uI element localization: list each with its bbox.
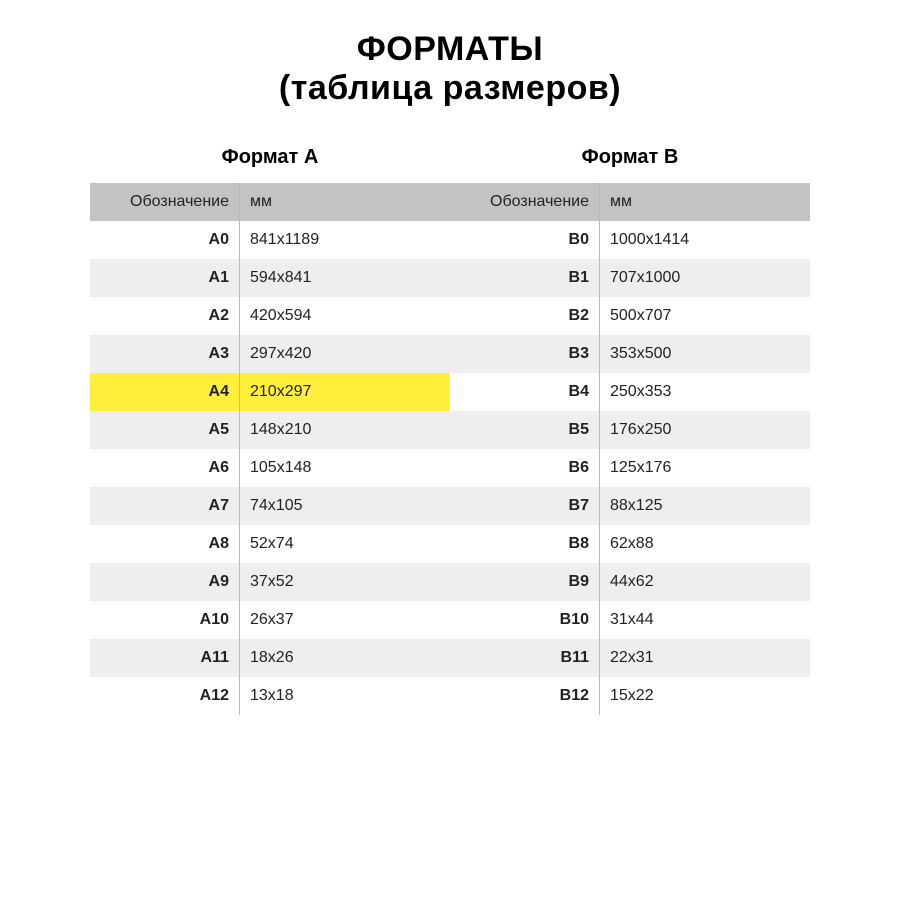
table-a-header-label: Обозначение	[90, 183, 240, 221]
row-label: B11	[450, 639, 600, 677]
table-row: A774x105	[90, 487, 450, 525]
table-a-body: A0841x1189A1594x841A2420x594A3297x420A42…	[90, 221, 450, 715]
table-row: B944x62	[450, 563, 810, 601]
row-value: 22x31	[600, 639, 810, 677]
row-value: 148x210	[240, 411, 450, 449]
table-format-b: Формат В Обозначение мм B01000x1414B1707…	[450, 136, 810, 715]
row-value: 500x707	[600, 297, 810, 335]
table-a-header: Обозначение мм	[90, 183, 450, 221]
row-value: 26x37	[240, 601, 450, 639]
row-value: 105x148	[240, 449, 450, 487]
row-label: A11	[90, 639, 240, 677]
table-row: B1122x31	[450, 639, 810, 677]
table-row: B1707x1000	[450, 259, 810, 297]
table-b-header-label: Обозначение	[450, 183, 600, 221]
row-label: A1	[90, 259, 240, 297]
table-row: B1031x44	[450, 601, 810, 639]
row-value: 88x125	[600, 487, 810, 525]
table-row: A1118x26	[90, 639, 450, 677]
row-value: 250x353	[600, 373, 810, 411]
row-label: A12	[90, 677, 240, 715]
row-label: A4	[90, 373, 240, 411]
row-label: B2	[450, 297, 600, 335]
table-row: A4210x297	[90, 373, 450, 411]
row-value: 841x1189	[240, 221, 450, 259]
table-format-a: Формат А Обозначение мм A0841x1189A1594x…	[90, 136, 450, 715]
table-row: B6125x176	[450, 449, 810, 487]
page-title-line1: ФОРМАТЫ	[357, 30, 543, 68]
table-b-header: Обозначение мм	[450, 183, 810, 221]
row-label: B10	[450, 601, 600, 639]
row-value: 52x74	[240, 525, 450, 563]
table-b-header-val: мм	[600, 183, 810, 221]
table-row: B1215x22	[450, 677, 810, 715]
row-label: A2	[90, 297, 240, 335]
row-value: 18x26	[240, 639, 450, 677]
table-row: A937x52	[90, 563, 450, 601]
row-label: A8	[90, 525, 240, 563]
table-a-header-val: мм	[240, 183, 450, 221]
row-value: 13x18	[240, 677, 450, 715]
table-row: B2500x707	[450, 297, 810, 335]
row-label: A0	[90, 221, 240, 259]
row-value: 44x62	[600, 563, 810, 601]
table-row: B3353x500	[450, 335, 810, 373]
row-label: B6	[450, 449, 600, 487]
row-label: B1	[450, 259, 600, 297]
table-row: B5176x250	[450, 411, 810, 449]
table-b-title: Формат В	[450, 136, 810, 183]
row-value: 420x594	[240, 297, 450, 335]
row-label: B4	[450, 373, 600, 411]
row-value: 37x52	[240, 563, 450, 601]
row-value: 125x176	[600, 449, 810, 487]
table-row: B788x125	[450, 487, 810, 525]
table-row: B01000x1414	[450, 221, 810, 259]
row-label: A10	[90, 601, 240, 639]
row-label: B9	[450, 563, 600, 601]
table-row: B4250x353	[450, 373, 810, 411]
row-label: B0	[450, 221, 600, 259]
row-label: A7	[90, 487, 240, 525]
table-row: A2420x594	[90, 297, 450, 335]
row-label: B12	[450, 677, 600, 715]
row-value: 210x297	[240, 373, 450, 411]
row-label: B7	[450, 487, 600, 525]
row-value: 15x22	[600, 677, 810, 715]
row-value: 707x1000	[600, 259, 810, 297]
row-value: 74x105	[240, 487, 450, 525]
table-b-body: B01000x1414B1707x1000B2500x707B3353x500B…	[450, 221, 810, 715]
table-a-title: Формат А	[90, 136, 450, 183]
row-value: 1000x1414	[600, 221, 810, 259]
table-row: A1213x18	[90, 677, 450, 715]
row-value: 297x420	[240, 335, 450, 373]
row-label: B8	[450, 525, 600, 563]
table-row: A0841x1189	[90, 221, 450, 259]
tables-container: Формат А Обозначение мм A0841x1189A1594x…	[90, 136, 810, 715]
row-label: B3	[450, 335, 600, 373]
table-row: A1026x37	[90, 601, 450, 639]
row-value: 353x500	[600, 335, 810, 373]
table-row: A6105x148	[90, 449, 450, 487]
row-value: 176x250	[600, 411, 810, 449]
table-row: A852x74	[90, 525, 450, 563]
row-label: A9	[90, 563, 240, 601]
page-title-line2: (таблица размеров)	[279, 69, 621, 107]
table-row: A5148x210	[90, 411, 450, 449]
table-row: A1594x841	[90, 259, 450, 297]
row-value: 31x44	[600, 601, 810, 639]
row-value: 594x841	[240, 259, 450, 297]
page-title-block: ФОРМАТЫ (таблица размеров)	[90, 30, 810, 108]
row-label: A3	[90, 335, 240, 373]
row-value: 62x88	[600, 525, 810, 563]
table-row: B862x88	[450, 525, 810, 563]
row-label: A5	[90, 411, 240, 449]
row-label: B5	[450, 411, 600, 449]
row-label: A6	[90, 449, 240, 487]
table-row: A3297x420	[90, 335, 450, 373]
